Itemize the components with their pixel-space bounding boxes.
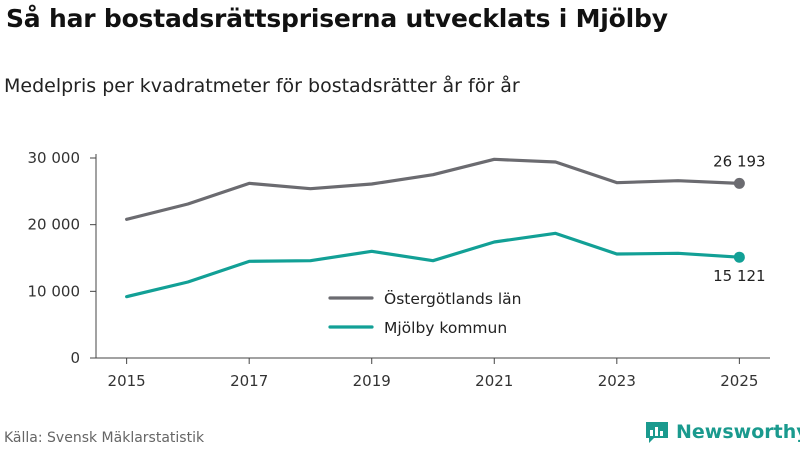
legend: Östergötlands län Mjölby kommun [328, 289, 522, 337]
x-tick-label: 2023 [598, 372, 636, 390]
newsworthy-logo-icon [646, 422, 668, 443]
series-end-point [733, 177, 745, 189]
x-tick-label: 2025 [720, 372, 758, 390]
series-line-ostergotlands-lan [125, 157, 741, 221]
y-tick-label: 0 [70, 349, 80, 367]
series-line-mjolby-kommun [125, 231, 741, 299]
y-tick-label: 10 000 [28, 282, 81, 300]
y-axis: 0 10 000 20 000 30 000 [28, 149, 97, 367]
x-axis: 2015 2017 2019 2021 2023 2025 [96, 357, 770, 390]
series-end-label: 15 121 [713, 267, 766, 285]
x-tick-label: 2021 [475, 372, 513, 390]
series-end-label: 26 193 [713, 152, 766, 170]
x-tick-label: 2017 [230, 372, 268, 390]
chart-title: Så har bostadsrättspriserna utvecklats i… [6, 4, 668, 33]
series-group: 26 193 15 121 [125, 152, 766, 299]
x-tick-label: 2019 [353, 372, 391, 390]
y-tick-label: 20 000 [28, 216, 81, 234]
source-note: Källa: Svensk Mäklarstatistik [4, 430, 205, 446]
brand-logo: Newsworthy [644, 420, 800, 444]
legend-label: Mjölby kommun [384, 319, 507, 337]
series-end-point [733, 251, 745, 263]
legend-label: Östergötlands län [384, 289, 522, 308]
y-tick-label: 30 000 [28, 149, 81, 167]
chart-subtitle: Medelpris per kvadratmeter för bostadsrä… [4, 75, 520, 97]
x-tick-label: 2015 [108, 372, 146, 390]
brand-name: Newsworthy [676, 421, 800, 443]
